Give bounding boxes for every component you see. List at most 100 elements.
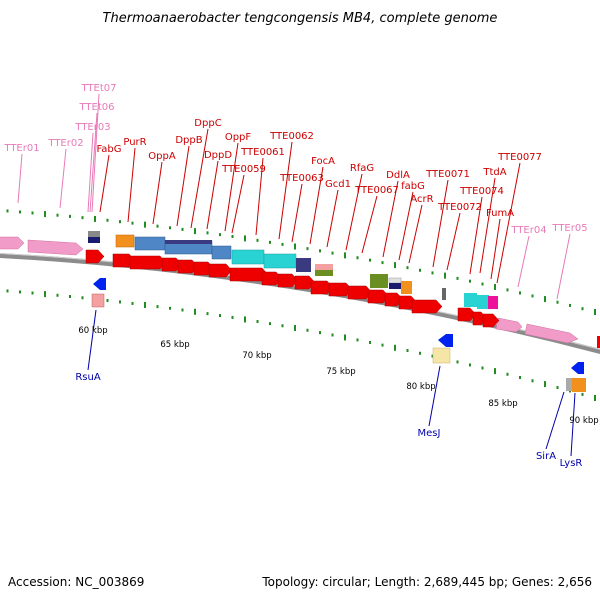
cds-arrow (85, 249, 105, 264)
upper-scale-tick (481, 282, 484, 286)
callout-dppc (190, 128, 209, 229)
upper-scale-tick (244, 235, 246, 242)
upper-scale-tick (294, 243, 296, 250)
callout-ddla (382, 180, 399, 258)
box-foca-olive (315, 270, 333, 276)
callout-acrr (408, 204, 423, 264)
callout-tte-t07 (91, 93, 100, 213)
upper-scale-tick (94, 215, 96, 222)
upper-scale-tick (494, 283, 496, 290)
gene-label-tte0059: TTE0059 (221, 164, 266, 175)
accession-text: Accession: NC_003869 (8, 575, 144, 589)
lower-scale-tick (181, 308, 184, 312)
upper-scale-tick (231, 235, 234, 239)
upper-scale-tick (406, 266, 409, 270)
cds-arrow (129, 255, 167, 270)
scale-tracks (6, 209, 596, 401)
lower-scale-tick (456, 360, 459, 364)
upper-scale-tick (544, 296, 546, 303)
callout-rfag (345, 173, 363, 251)
lower-scale-tick (531, 379, 534, 383)
upper-scale-tick (369, 258, 371, 262)
minus-gene-rsua (93, 278, 106, 290)
gene-label-tte0074: TTE0074 (459, 186, 504, 197)
upper-scale-tick (194, 228, 196, 235)
upper-scale-tick (344, 252, 346, 259)
upper-feature-boxes (88, 231, 498, 309)
lower-scale-tick (294, 325, 296, 331)
lower-scale-tick (306, 328, 309, 332)
lower-scale-tick (269, 322, 271, 326)
box-rsua (91, 293, 105, 308)
cds-arrow (482, 313, 500, 328)
gene-label-oppf: OppF (225, 132, 252, 143)
upper-scale-tick (444, 272, 446, 279)
callout-tte-r03 (87, 132, 94, 213)
upper-scale-tick (169, 226, 171, 230)
box-tte0074-a (464, 293, 477, 307)
upper-scale-tick (556, 300, 559, 304)
callout-ttda (479, 177, 496, 274)
upper-scale-tick (119, 220, 121, 224)
upper-scale-tick (569, 303, 571, 307)
gene-label-dppb: DppB (175, 135, 202, 146)
gene-label-tte-r03: TTEr03 (74, 122, 110, 133)
cds-arrows (85, 249, 600, 348)
upper-scale-tick (106, 218, 109, 222)
cds-arrow (597, 336, 600, 348)
callout-tte-r01 (17, 153, 23, 204)
upper-scale-tick (31, 211, 34, 215)
lower-scale-tick (431, 354, 434, 358)
lower-scale-tick (369, 341, 371, 344)
gene-label-tte0072: TTE0072 (437, 202, 482, 213)
lower-scale-tick (544, 381, 546, 388)
upper-scale-tick (19, 210, 21, 214)
upper-scale-tick (219, 233, 221, 237)
gene-label-tte0067: TTE0067 (354, 185, 399, 196)
callout-tte0071 (432, 179, 449, 268)
cds-arrow (208, 263, 233, 278)
gene-label-dppc: DppC (194, 118, 221, 129)
lower-scale-tick (256, 320, 259, 323)
upper-scale-tick (356, 256, 359, 260)
gene-label-acrr: AcrR (410, 194, 433, 205)
box-navy (88, 237, 100, 243)
box-rfag (370, 274, 388, 288)
upper-scale-tick (156, 224, 159, 228)
upper-scale-tick (206, 231, 209, 235)
upper-scale-tick (181, 227, 184, 231)
lower-scale-tick (144, 302, 146, 308)
lower-scale-tick (81, 296, 84, 300)
lower-scale-tick (419, 351, 421, 355)
lower-scale-tick (556, 386, 559, 389)
upper-scale-tick (306, 247, 309, 251)
gene-label-tte-t06: TTEt06 (78, 102, 114, 113)
upper-scale-tick (256, 238, 259, 242)
lower-scale-tick (131, 301, 134, 305)
gene-label-fabg-1: FabG (96, 144, 121, 155)
box-oppa (134, 236, 166, 251)
lower-scale-tick (19, 290, 21, 294)
upper-scale-tick (56, 213, 59, 217)
upper-scale-tick (394, 262, 396, 269)
callout-tte0072 (446, 212, 461, 271)
callout-fabg-1 (99, 154, 110, 213)
lower-features (91, 278, 586, 392)
callout-tte0059 (231, 174, 245, 234)
callout-rsua (87, 309, 97, 371)
upper-scale-tick (319, 249, 321, 253)
scale-label-65kbp: 65 kbp (160, 340, 189, 350)
lower-scale-tick (319, 331, 321, 335)
callout-tte0074 (469, 196, 483, 275)
callout-gcd1 (326, 189, 339, 248)
upper-scale-tick (594, 309, 596, 315)
gene-label-gcd1: Gcd1 (325, 179, 351, 190)
upper-scale-tick (281, 242, 284, 246)
box-orange-purr (115, 234, 135, 248)
gene-label-tte0063: TTE0063 (279, 173, 324, 184)
lower-scale-tick (469, 363, 471, 367)
callout-purr (127, 147, 136, 223)
callout-fabg-2 (398, 191, 414, 261)
gene-label-mesj: MesJ (418, 428, 441, 439)
